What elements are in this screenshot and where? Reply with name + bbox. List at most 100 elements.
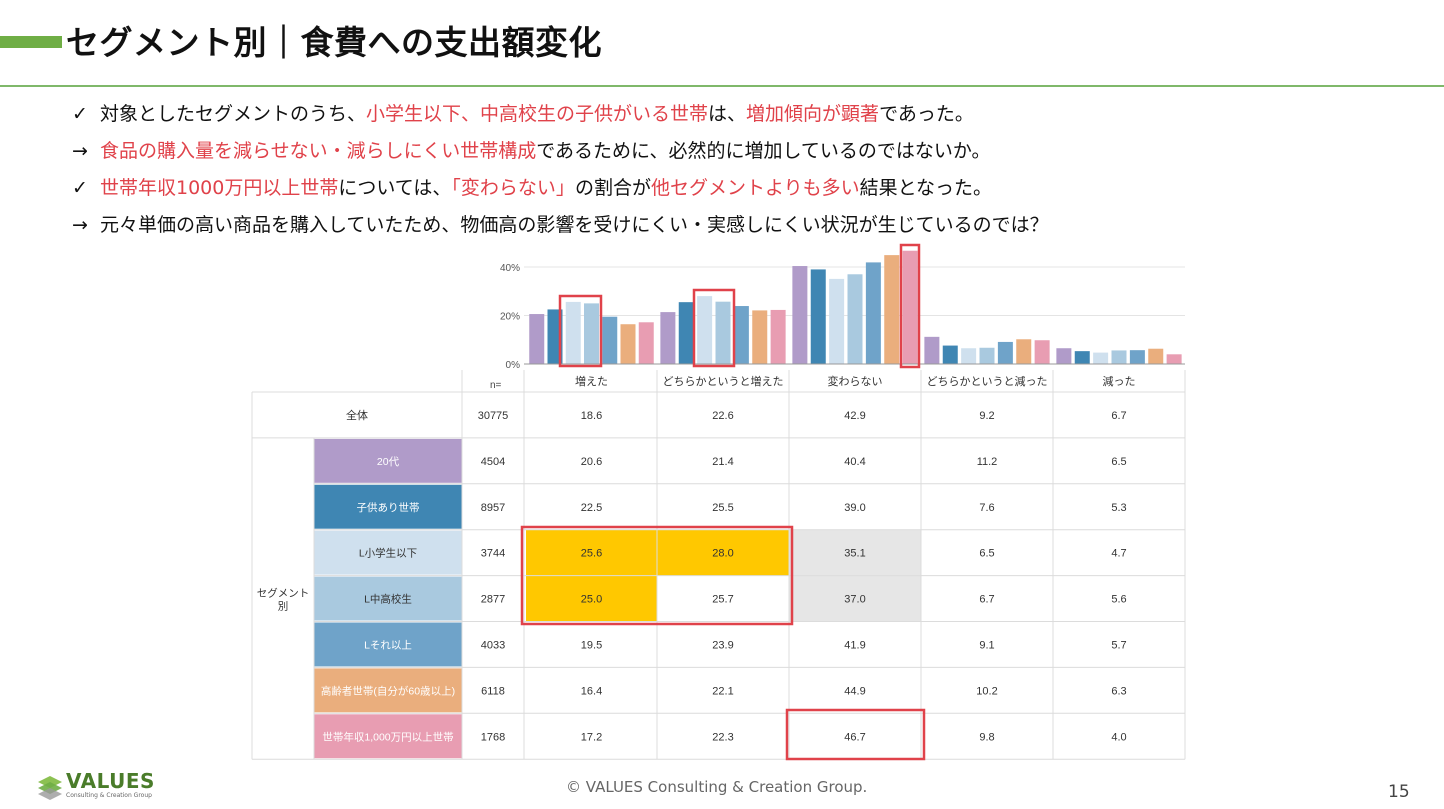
- bar-1: [660, 312, 676, 364]
- table-cell: 46.7: [844, 731, 865, 743]
- logo-subtext: Consulting & Creation Group: [66, 792, 152, 799]
- segment-label: L小学生以下: [359, 547, 417, 560]
- bar-5: [1129, 350, 1145, 364]
- segment-label-cell: [314, 484, 462, 529]
- table-highlight-box: [520, 525, 794, 626]
- segment-label: 高齢者世帯(自分が60歳以上): [321, 684, 455, 697]
- bar-3: [1093, 352, 1109, 364]
- bar-4: [1111, 350, 1127, 364]
- bar-6: [1148, 348, 1164, 364]
- table-cell: 22.6: [712, 410, 733, 422]
- bar-3: [961, 348, 977, 364]
- table-cell: 40.4: [844, 456, 865, 468]
- bullet-line: ✓ 対象としたセグメントのうち、小学生以下、中高校生の子供がいる世帯は、増加傾向が…: [72, 101, 1412, 138]
- bullet-list: ✓ 対象としたセグメントのうち、小学生以下、中高校生の子供がいる世帯は、増加傾向が…: [72, 101, 1412, 249]
- table-cell: 25.7: [712, 594, 733, 606]
- table-cell: 22.3: [712, 731, 733, 743]
- bar-3: [829, 278, 845, 364]
- title-accent-bar: [0, 36, 62, 48]
- bullet-text: は、: [708, 103, 747, 125]
- table-cell: 25.6: [581, 548, 602, 560]
- highlight-text: 「変わらない」: [451, 177, 575, 199]
- segment-group-label: 別: [278, 601, 289, 613]
- segment-label-cell: [314, 576, 462, 621]
- bar-7: [1166, 354, 1182, 364]
- table-cell: 25.5: [712, 502, 733, 514]
- bullet-line: → 元々単価の高い商品を購入していたため、物価高の影響を受けにくい・実感しにくい状…: [72, 212, 1412, 249]
- table-cell: 9.2: [979, 410, 994, 422]
- y-tick-label: 0%: [506, 360, 521, 371]
- segment-label-cell: [314, 622, 462, 667]
- logo-mark-icon: [38, 776, 62, 800]
- table-cell: 6.5: [1111, 456, 1126, 468]
- highlight-text: 食品の購入量を減らせない・減らしにくい世帯構成: [100, 140, 537, 162]
- table-cell: 9.8: [979, 731, 994, 743]
- table-cell: 6.7: [979, 594, 994, 606]
- bullet-text: 対象としたセグメントのうち、: [100, 103, 367, 125]
- bar-3: [697, 296, 713, 364]
- segment-label: 20代: [377, 456, 400, 468]
- segment-label-cell: [314, 438, 462, 483]
- segment-n: 8957: [481, 502, 505, 514]
- table-cell: 18.6: [581, 410, 602, 422]
- category-header: 変わらない: [828, 374, 883, 388]
- bullet-line: ✓ 世帯年収1000万円以上世帯については、「変わらない」の割合が他セグメントより…: [72, 175, 1412, 212]
- table-cell: 4.7: [1111, 548, 1126, 560]
- table-cell: 6.3: [1111, 685, 1126, 697]
- bullet-text: については、: [338, 177, 452, 199]
- bullet-line: → 食品の購入量を減らせない・減らしにくい世帯構成であるために、必然的に増加してい…: [72, 138, 1412, 175]
- segment-label-cell: [314, 668, 462, 713]
- check-icon: ✓: [72, 177, 88, 199]
- segment-label-cell: [314, 530, 462, 575]
- category-header: どちらかというと減った: [927, 374, 1048, 388]
- table-cell: 28.0: [712, 548, 733, 560]
- bar-6: [884, 255, 900, 364]
- bar-6: [1016, 339, 1032, 364]
- bar-4: [584, 303, 599, 364]
- values-logo: VALUES Consulting & Creation Group: [36, 769, 166, 802]
- table-cell: 7.6: [979, 502, 994, 514]
- segment-n: 6118: [481, 685, 505, 697]
- table-cell: 23.9: [712, 639, 733, 651]
- bar-1: [1056, 348, 1072, 364]
- bullet-text: の割合が: [574, 177, 651, 199]
- table-cell: 22.5: [581, 502, 602, 514]
- table-cell: 44.9: [844, 685, 865, 697]
- segment-n: 2877: [481, 594, 505, 606]
- chart-highlight-box: [899, 243, 921, 369]
- category-header: 増えた: [575, 375, 608, 388]
- arrow-right-icon: →: [72, 214, 88, 236]
- table-cell: 20.6: [581, 456, 602, 468]
- chart-highlight-box: [692, 288, 736, 368]
- bar-3: [565, 301, 581, 364]
- check-icon: ✓: [72, 103, 88, 125]
- segment-group-label: セグメント: [257, 587, 310, 600]
- bar-4: [715, 301, 731, 364]
- table-cell: 42.9: [844, 410, 865, 422]
- bar-5: [602, 316, 618, 364]
- table-cell: 11.2: [977, 456, 998, 468]
- page-number: 15: [1388, 782, 1410, 802]
- bar-5: [733, 306, 749, 364]
- segment-label: Lそれ以上: [364, 639, 412, 651]
- bar-6: [620, 324, 636, 364]
- cell-fill: [657, 529, 789, 576]
- bar-7: [770, 309, 786, 364]
- bar-2: [942, 345, 958, 364]
- table-cell: 5.6: [1111, 594, 1126, 606]
- table-cell: 6.7: [1111, 410, 1126, 422]
- n-header: n=: [490, 380, 502, 391]
- table-cell: 22.1: [712, 685, 733, 697]
- highlight-text: 世帯年収1000万円以上世帯: [100, 177, 339, 199]
- bar-2: [678, 302, 694, 364]
- bar-6: [752, 310, 768, 364]
- segment-label-cell: [314, 714, 462, 759]
- cell-fill: [789, 575, 921, 622]
- y-tick-label: 20%: [500, 312, 520, 323]
- table-cell: 10.2: [976, 685, 997, 697]
- table-highlight-box: [785, 708, 926, 761]
- bar-7: [1034, 340, 1050, 364]
- highlight-text: 他セグメントよりも多い: [650, 177, 860, 199]
- title-divider: [0, 85, 1444, 87]
